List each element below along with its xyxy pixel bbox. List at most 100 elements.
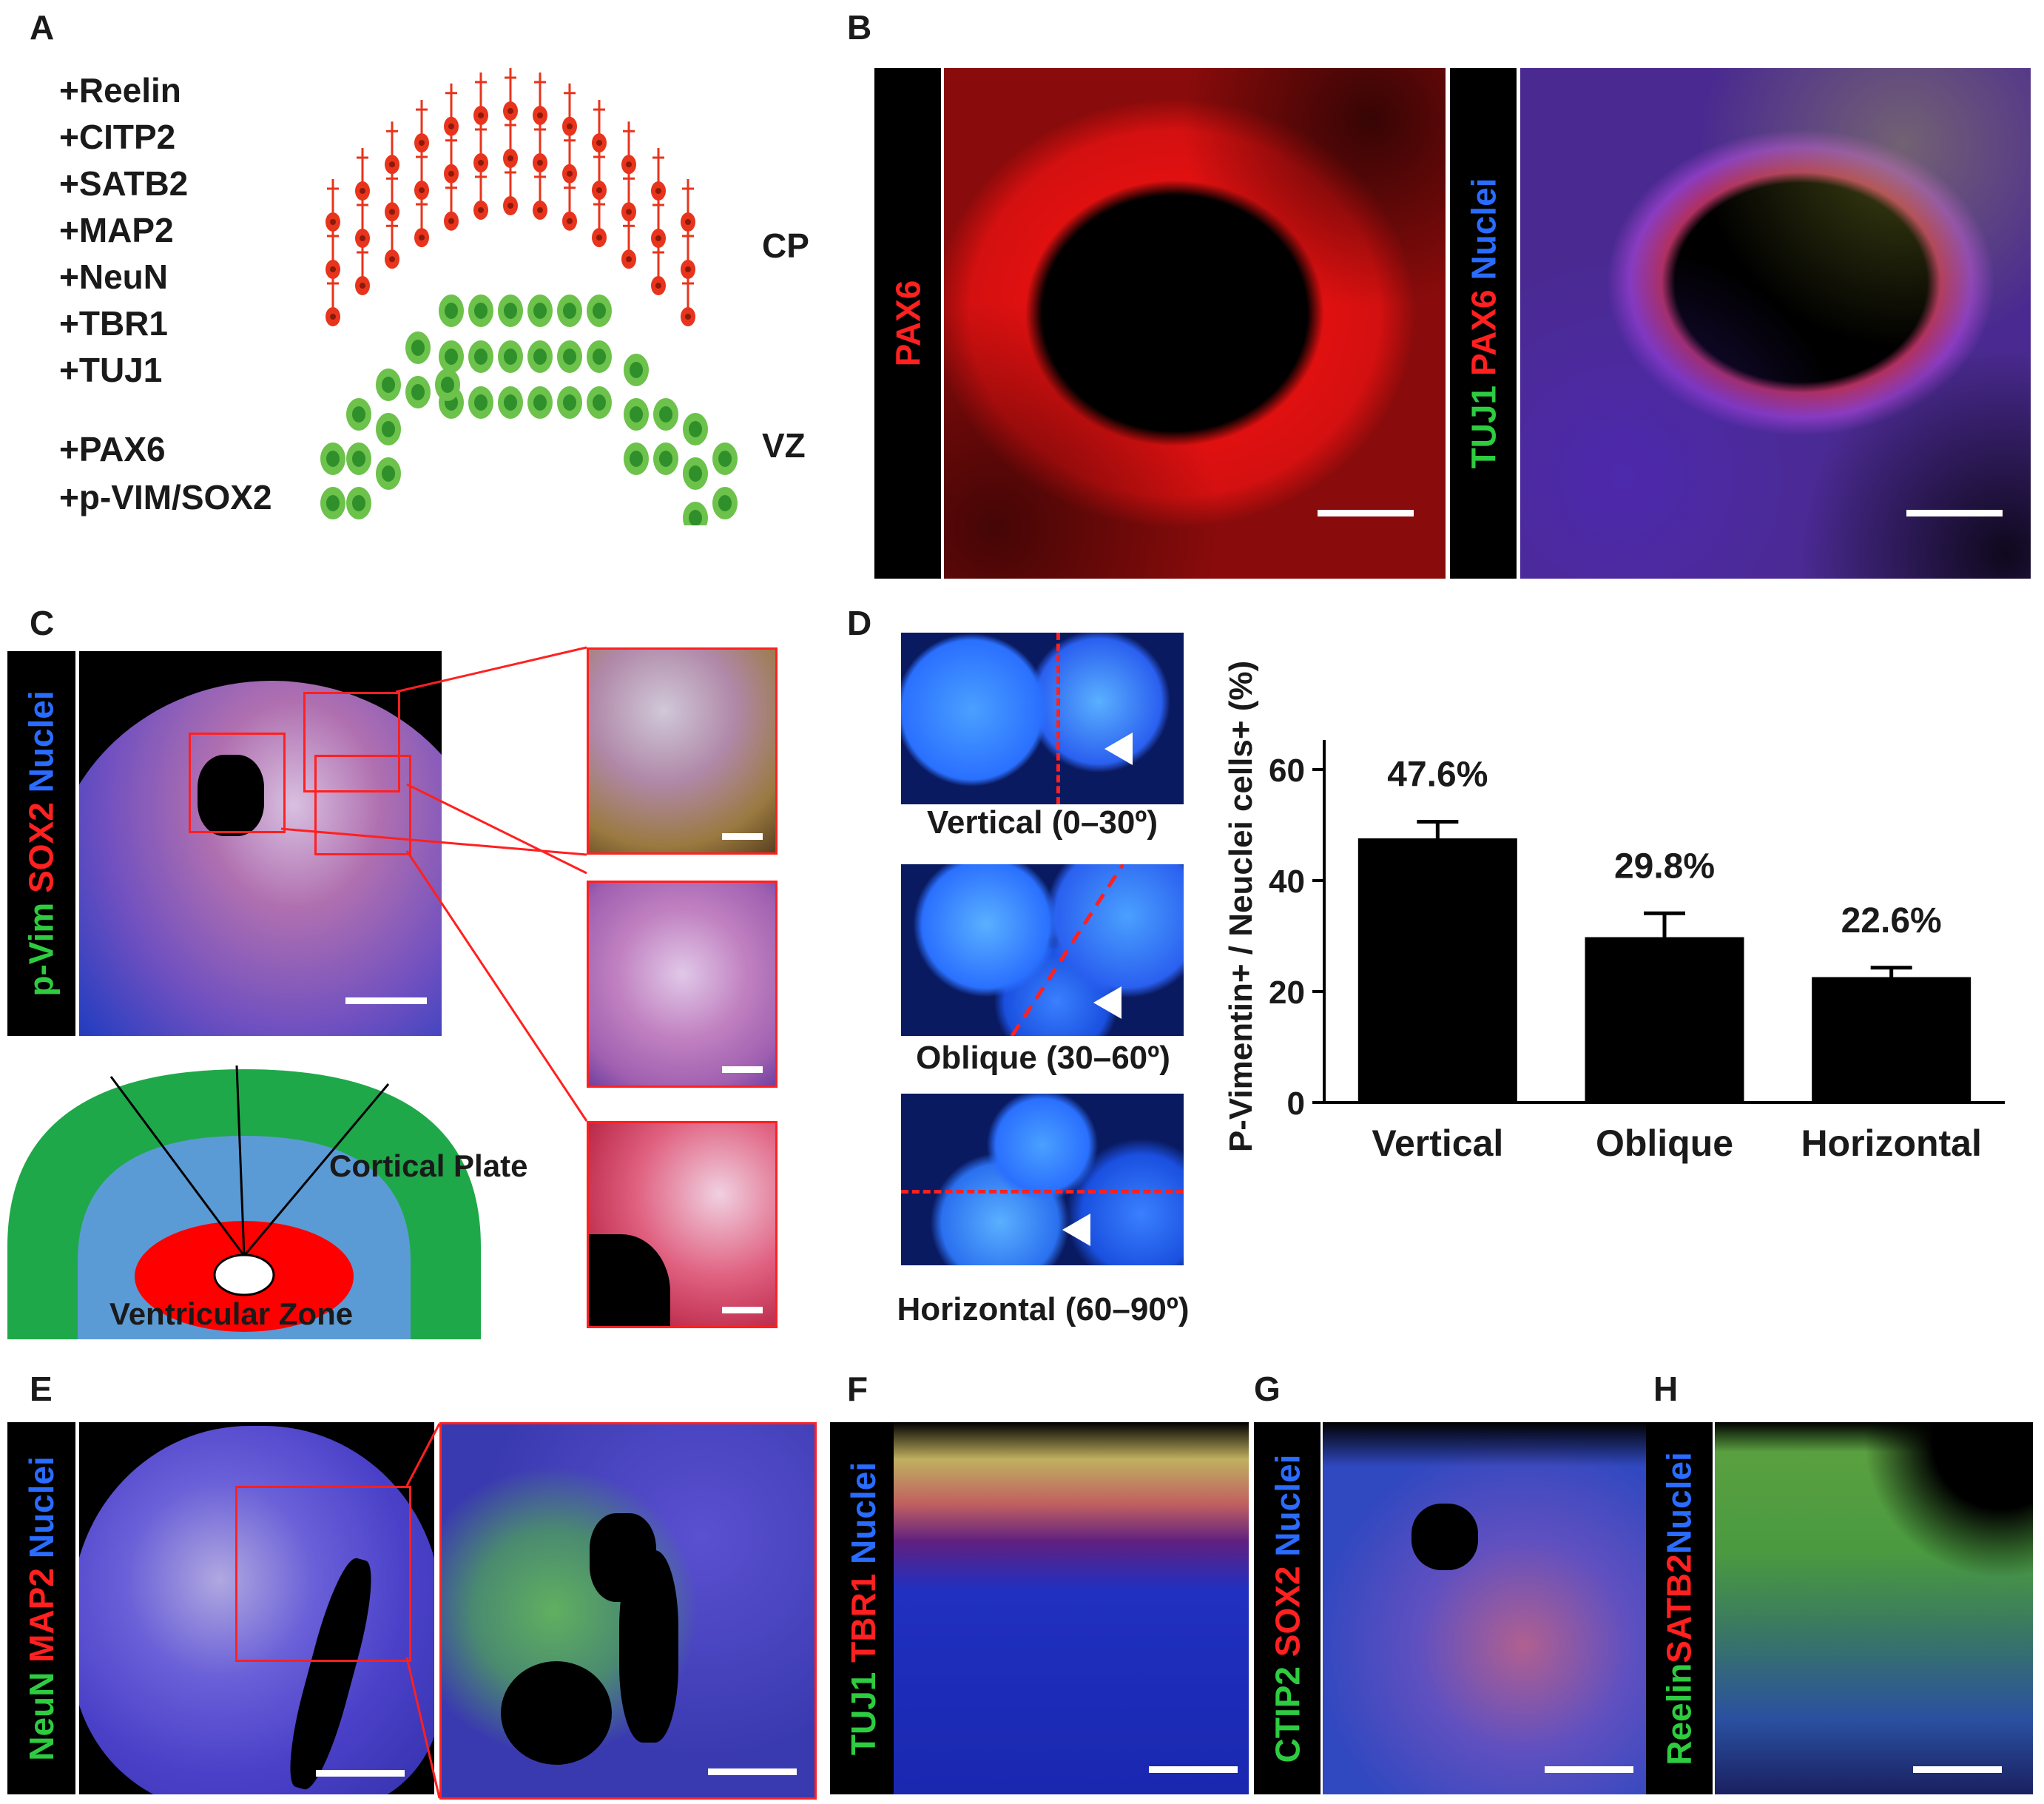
scale-bar [1906, 510, 2003, 516]
neuron-cell [533, 166, 547, 220]
progenitor-cell [498, 295, 523, 327]
progenitor-cell [376, 413, 401, 445]
neuron-cell [533, 72, 547, 125]
neuron-cell [444, 83, 459, 136]
stain-nuclei: Nuclei [1660, 1451, 1699, 1554]
scale-bar [722, 1066, 763, 1073]
data-label: 29.8% [1614, 847, 1715, 886]
stain-nuclei: Nuclei [844, 1461, 883, 1564]
scale-bar [1913, 1766, 2002, 1773]
stain-pax6-merge: PAX6 [1464, 289, 1503, 377]
progenitor-cell [468, 295, 493, 327]
micrograph-pax6 [944, 68, 1446, 579]
marker-pax6: +PAX6 [59, 430, 166, 468]
bar-oblique [1585, 937, 1744, 1103]
micrograph-tuj1-tbr1 [894, 1422, 1249, 1794]
division-image-oblique [901, 864, 1184, 1036]
neuron-cell [414, 195, 429, 248]
progenitor-cell [712, 442, 738, 475]
inset-box-1 [189, 733, 286, 833]
neuron-cell [503, 163, 518, 215]
marker-map2: +MAP2 [59, 211, 174, 249]
progenitor-cell [557, 386, 582, 419]
progenitor-cell [320, 487, 345, 519]
inset-box-3 [314, 755, 411, 855]
cp-label: CP [762, 226, 809, 265]
caption-oblique: Oblique (30–60º) [916, 1040, 1170, 1076]
marker-pvim-sox2: +p-VIM/SOX2 [59, 478, 272, 516]
progenitor-cell [624, 398, 649, 431]
inset-micrograph-3 [587, 1121, 778, 1328]
x-tick-label: Vertical [1372, 1123, 1503, 1164]
progenitor-cell [439, 295, 464, 327]
micrograph-zoom-e [439, 1422, 817, 1800]
scale-bar [1318, 510, 1414, 516]
progenitor-cell [346, 398, 371, 431]
neuron-cell [444, 130, 459, 184]
bar-vertical [1357, 838, 1517, 1103]
neuron-cell [473, 119, 488, 172]
neuron-cell [621, 121, 636, 175]
neuron-cell [681, 226, 695, 279]
stain-reelin: Reelin [1660, 1663, 1699, 1766]
stain-label-b-left: PAX6 [874, 68, 941, 579]
scale-bar [708, 1768, 797, 1775]
neuron-cell [621, 169, 636, 222]
neuron-cell [592, 147, 607, 201]
micrograph-reelin-satb2 [1715, 1422, 2033, 1794]
neuron-cell [592, 195, 607, 248]
neuron-cell [414, 100, 429, 153]
vz-label: VZ [762, 426, 806, 465]
progenitor-cell [346, 442, 371, 475]
neuron-cell [355, 195, 370, 249]
neuron-cell [326, 179, 340, 232]
progenitor-cell [527, 295, 553, 327]
stain-tuj1: TUJ1 [1464, 385, 1503, 469]
progenitor-cell [498, 386, 523, 419]
progenitor-cell [587, 386, 612, 419]
stain-ctip2: CTIP2 [1268, 1666, 1306, 1763]
progenitor-layer [320, 295, 738, 525]
zone-schematic [7, 1065, 481, 1339]
panel-label-b: B [847, 8, 872, 47]
neuron-cell [326, 226, 340, 279]
neuron-cell [651, 148, 666, 201]
progenitor-cell [527, 340, 553, 373]
progenitor-cell [683, 457, 708, 490]
x-tick-label: Horizontal [1801, 1123, 1981, 1164]
caption-horizontal: Horizontal (60–90º) [897, 1291, 1190, 1327]
progenitor-cell [468, 386, 493, 419]
progenitor-cell [527, 386, 553, 419]
neuron-cell [326, 274, 340, 326]
stain-label-b-right: TUJ1 PAX6 Nuclei [1450, 68, 1517, 579]
neuron-cell [385, 121, 399, 175]
stain-nuclei: Nuclei [1268, 1454, 1306, 1557]
stain-tbr1: TBR1 [844, 1573, 883, 1663]
progenitor-cell [557, 340, 582, 373]
y-tick-label: 0 [1287, 1086, 1305, 1122]
inset-connector-lines [280, 646, 588, 1122]
inset-box-2 [303, 692, 400, 792]
scale-bar [722, 1307, 763, 1313]
data-label: 22.6% [1841, 901, 1942, 940]
data-label: 47.6% [1387, 755, 1488, 795]
progenitor-cell [439, 340, 464, 373]
neuron-cell [592, 100, 607, 153]
neuron-cell [444, 178, 459, 231]
scale-bar [1149, 1766, 1238, 1773]
progenitor-cell [346, 487, 371, 519]
neuron-cell [562, 178, 577, 231]
progenitor-cell [435, 368, 460, 401]
neuron-cell [562, 130, 577, 184]
zoom-box-e [235, 1486, 411, 1662]
panel-label-d: D [847, 604, 872, 642]
inset-micrograph-1 [587, 647, 778, 855]
progenitor-cell [683, 413, 708, 445]
y-axis-label: P-Vimentin+ / Neuclei cells+ (%) [1223, 661, 1259, 1152]
progenitor-cell [376, 457, 401, 490]
scale-bar [316, 1770, 405, 1777]
progenitor-cell [653, 442, 678, 475]
marker-reelin: +Reelin [59, 71, 181, 110]
panel-label-f: F [847, 1370, 868, 1408]
neuron-cell [681, 179, 695, 232]
